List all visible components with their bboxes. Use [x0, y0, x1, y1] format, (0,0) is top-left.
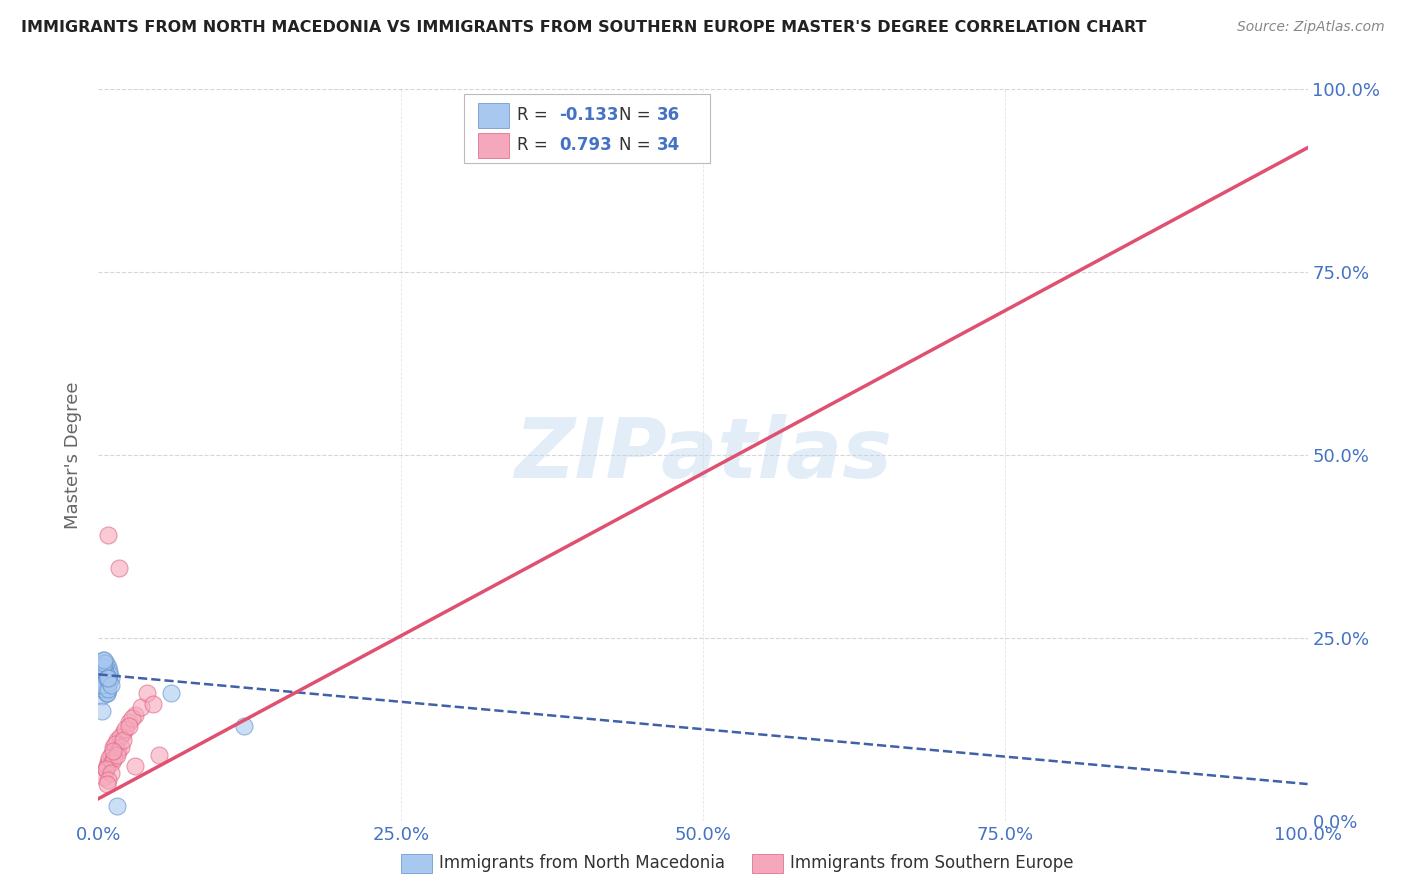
Point: [121, 711, 143, 725]
Text: N =: N =: [619, 106, 655, 124]
Point: [98, 751, 121, 765]
Point: [114, 723, 136, 737]
Point: [135, 686, 157, 700]
Point: [94, 763, 117, 777]
Text: 0.793: 0.793: [560, 136, 613, 154]
Point: [148, 747, 170, 762]
Point: [91, 678, 114, 692]
Point: [91, 674, 114, 689]
Text: R =: R =: [517, 136, 554, 154]
Text: 34: 34: [657, 136, 681, 154]
Point: [93, 674, 115, 689]
Point: [94, 763, 117, 777]
Text: IMMIGRANTS FROM NORTH MACEDONIA VS IMMIGRANTS FROM SOUTHERN EUROPE MASTER'S DEGR: IMMIGRANTS FROM NORTH MACEDONIA VS IMMIG…: [21, 20, 1146, 35]
Point: [105, 733, 128, 747]
Point: [100, 671, 122, 685]
Point: [124, 707, 146, 722]
Text: ZIPatlas: ZIPatlas: [515, 415, 891, 495]
Text: Immigrants from North Macedonia: Immigrants from North Macedonia: [439, 855, 724, 872]
Point: [96, 681, 118, 696]
Point: [91, 660, 114, 674]
Point: [94, 671, 117, 685]
Point: [103, 751, 125, 765]
Point: [96, 777, 118, 791]
Point: [98, 674, 121, 689]
Point: [97, 755, 120, 769]
Point: [111, 733, 134, 747]
Point: [97, 773, 120, 788]
Text: Source: ZipAtlas.com: Source: ZipAtlas.com: [1237, 20, 1385, 34]
Point: [142, 697, 165, 711]
Point: [96, 686, 118, 700]
Point: [97, 671, 120, 685]
Point: [91, 690, 114, 704]
Point: [94, 667, 117, 681]
Point: [105, 747, 128, 762]
Text: -0.133: -0.133: [560, 106, 619, 124]
Point: [93, 657, 115, 671]
Point: [100, 678, 122, 692]
Point: [96, 758, 118, 772]
Point: [97, 671, 120, 685]
Point: [160, 686, 183, 700]
Point: [100, 747, 122, 762]
Y-axis label: Master's Degree: Master's Degree: [65, 381, 83, 529]
Point: [118, 718, 141, 732]
Point: [101, 744, 124, 758]
Point: [232, 718, 254, 732]
Point: [93, 653, 115, 667]
Point: [118, 714, 141, 729]
Text: R =: R =: [517, 106, 554, 124]
Point: [98, 667, 121, 681]
Point: [110, 740, 132, 755]
Point: [100, 766, 122, 780]
Point: [97, 681, 120, 696]
Point: [105, 799, 128, 814]
Point: [97, 528, 120, 542]
Point: [97, 660, 120, 674]
Point: [107, 744, 129, 758]
Point: [129, 700, 152, 714]
Point: [98, 664, 121, 678]
Point: [124, 758, 146, 772]
Point: [96, 671, 118, 685]
Point: [108, 730, 131, 744]
Point: [93, 660, 115, 674]
Point: [108, 561, 131, 575]
Point: [91, 653, 114, 667]
Point: [91, 667, 114, 681]
Point: [111, 726, 134, 740]
Point: [93, 664, 115, 678]
Point: [101, 740, 124, 755]
Text: N =: N =: [619, 136, 655, 154]
Text: 36: 36: [657, 106, 679, 124]
Point: [93, 770, 115, 784]
Point: [94, 657, 117, 671]
Point: [93, 657, 115, 671]
Point: [91, 678, 114, 692]
Point: [91, 681, 114, 696]
Point: [97, 678, 120, 692]
Text: Immigrants from Southern Europe: Immigrants from Southern Europe: [790, 855, 1074, 872]
Point: [100, 755, 122, 769]
Point: [94, 686, 117, 700]
Point: [104, 737, 127, 751]
Point: [96, 686, 118, 700]
Point: [91, 704, 114, 718]
